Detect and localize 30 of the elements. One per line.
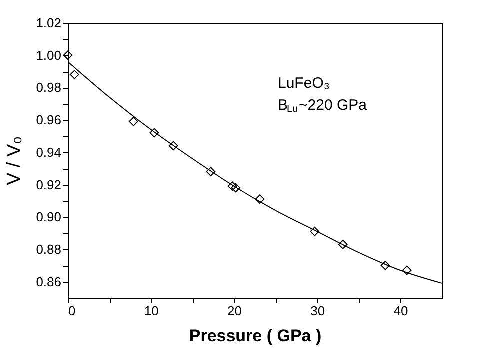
x-tick-label: 0 bbox=[68, 304, 76, 318]
y-tick-label: 0.98 bbox=[36, 80, 62, 96]
y-tick-label: 1.02 bbox=[36, 16, 62, 30]
point bbox=[70, 70, 80, 80]
x-tick-label: 40 bbox=[394, 304, 408, 318]
point bbox=[402, 266, 412, 276]
point bbox=[63, 50, 73, 60]
y-tick-label: 0.94 bbox=[36, 144, 62, 160]
annotation: LuFeO₃ bbox=[278, 75, 330, 92]
point bbox=[150, 128, 160, 138]
x-tick-label: 20 bbox=[227, 304, 242, 318]
y-tick-label: 1.00 bbox=[36, 48, 62, 63]
point bbox=[228, 182, 238, 192]
point bbox=[168, 141, 178, 151]
point bbox=[206, 167, 216, 177]
y-axis-title: V / V₀ bbox=[4, 136, 26, 186]
y-tick-label: 0.92 bbox=[36, 177, 62, 192]
point bbox=[310, 226, 320, 236]
x-tick-label: 10 bbox=[144, 304, 159, 318]
point bbox=[128, 116, 138, 126]
y-tick-label: 0.90 bbox=[36, 210, 62, 225]
y-tick-label: 0.96 bbox=[36, 112, 62, 128]
point bbox=[255, 194, 265, 204]
y-tick-label: 0.88 bbox=[36, 242, 62, 257]
x-tick-label: 30 bbox=[310, 304, 326, 318]
point bbox=[231, 183, 241, 193]
point bbox=[338, 240, 348, 250]
x-axis-title: Pressure ( GPa ) bbox=[189, 326, 322, 346]
y-tick-label: 0.86 bbox=[36, 274, 62, 290]
point bbox=[380, 260, 390, 270]
